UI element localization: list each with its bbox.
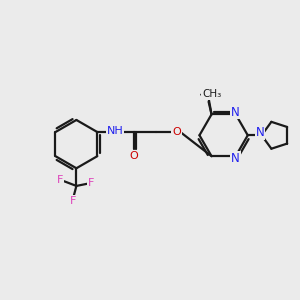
Text: F: F [70,196,76,206]
Text: N: N [231,106,240,118]
Text: NH: NH [106,126,123,136]
Text: N: N [256,126,265,140]
Text: N: N [231,152,240,165]
Text: F: F [57,175,63,185]
Text: O: O [172,127,181,137]
Text: O: O [129,151,138,161]
Text: F: F [88,178,94,188]
Text: CH₃: CH₃ [202,89,221,99]
